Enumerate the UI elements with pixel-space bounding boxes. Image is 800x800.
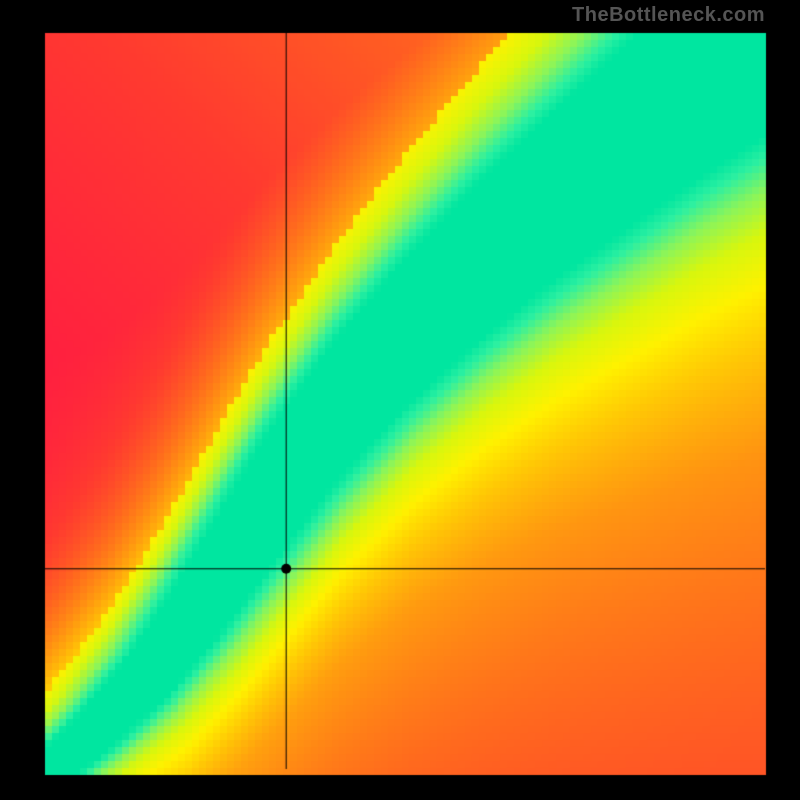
heatmap-canvas xyxy=(0,0,800,800)
watermark-text: TheBottleneck.com xyxy=(572,4,765,27)
chart-container: TheBottleneck.com xyxy=(0,0,800,800)
